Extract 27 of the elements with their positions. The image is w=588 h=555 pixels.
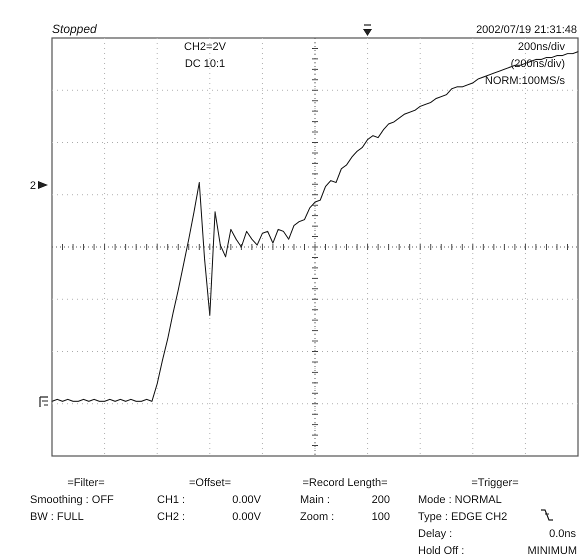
text: Hold Off :	[418, 545, 464, 555]
annotation: CH2=2V	[184, 41, 227, 53]
text: =Record Length=	[302, 477, 388, 489]
text: 0.00V	[232, 511, 262, 523]
text: =Offset=	[189, 477, 231, 489]
text: 0.00V	[232, 494, 262, 506]
text: Type : EDGE CH2	[418, 511, 508, 523]
chart-title: Stopped	[52, 22, 98, 36]
text: 200	[372, 494, 390, 506]
text: CH1 :	[157, 494, 186, 506]
text: 2	[30, 180, 36, 192]
text: Delay :	[418, 528, 452, 540]
text: MINIMUM	[528, 545, 577, 555]
annotation: 200ns/div	[518, 41, 566, 53]
text: BW : FULL	[30, 511, 84, 523]
annotation: DC 10:1	[184, 58, 226, 70]
text: CH2 :	[157, 511, 186, 523]
text: Main :	[300, 494, 330, 506]
text: Smoothing : OFF	[30, 494, 114, 506]
text: =Trigger=	[471, 477, 519, 489]
text: Zoom :	[300, 511, 334, 523]
text: 0.0ns	[549, 528, 576, 540]
annotation: NORM:100MS/s	[484, 75, 566, 87]
text: 100	[372, 511, 390, 523]
text: 2002/07/19 21:31:48	[476, 24, 577, 36]
text: Mode : NORMAL	[418, 494, 502, 506]
text: =Filter=	[67, 477, 105, 489]
